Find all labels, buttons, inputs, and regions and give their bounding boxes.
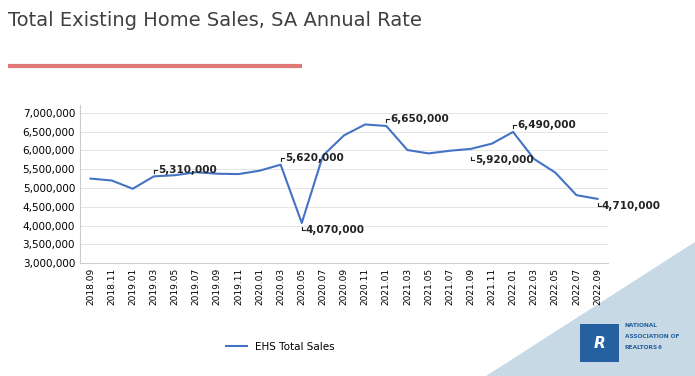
Text: 6,490,000: 6,490,000 [517,120,576,130]
Text: 6,650,000: 6,650,000 [391,114,449,124]
Text: 5,920,000: 5,920,000 [475,155,534,165]
Text: REALTORS®: REALTORS® [625,345,664,350]
Bar [580,324,619,362]
Text: R: R [594,336,605,350]
Text: 4,070,000: 4,070,000 [306,225,365,235]
Text: 5,620,000: 5,620,000 [285,153,343,163]
Text: NATIONAL: NATIONAL [625,323,657,328]
Text: 5,310,000: 5,310,000 [158,165,217,174]
Text: 4,710,000: 4,710,000 [602,201,661,211]
Text: Total Existing Home Sales, SA Annual Rate: Total Existing Home Sales, SA Annual Rat… [8,11,423,30]
Legend: EHS Total Sales: EHS Total Sales [222,338,339,356]
Text: ASSOCIATION OF: ASSOCIATION OF [625,334,679,339]
